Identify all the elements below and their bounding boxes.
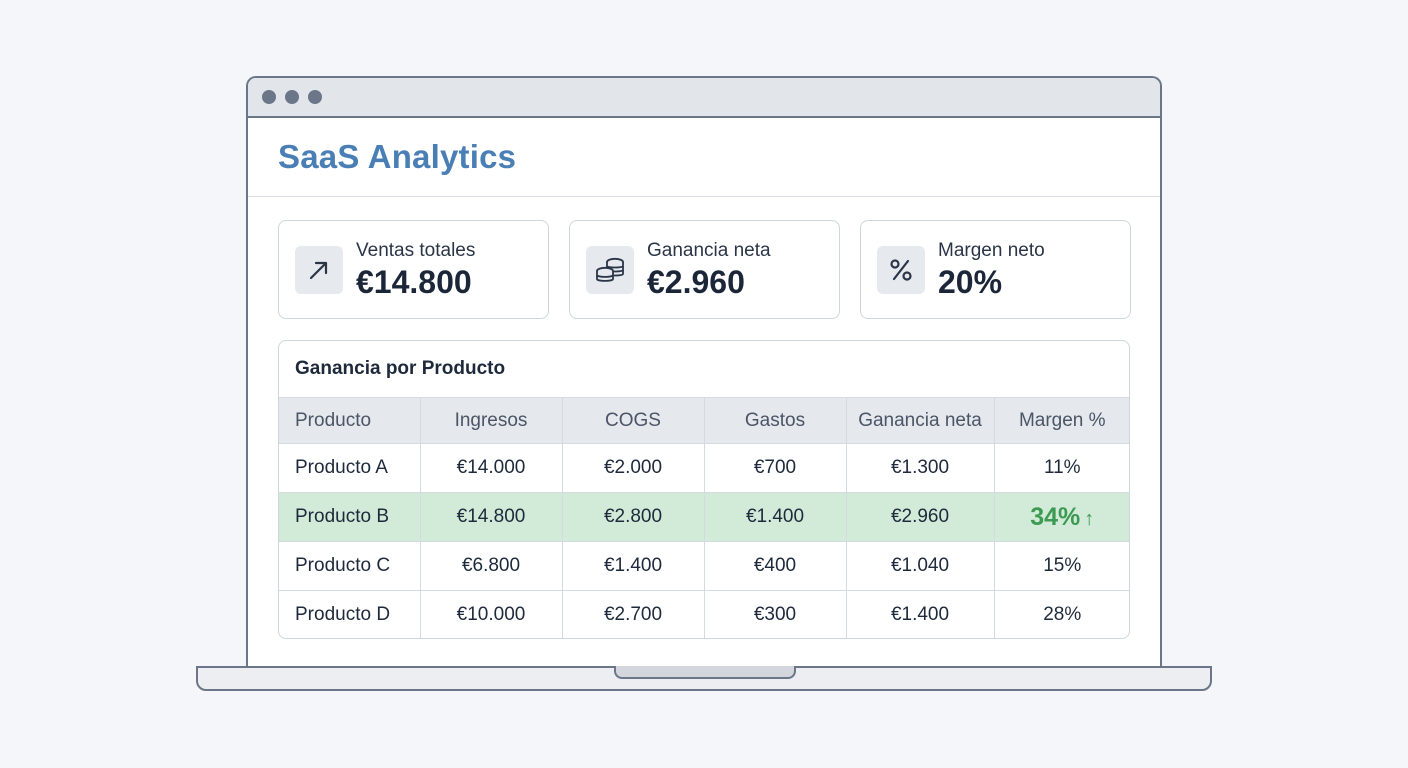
column-header-cogs[interactable]: COGS [562, 397, 705, 444]
cell-ingresos: €6.800 [420, 541, 563, 591]
app-header: SaaS Analytics [248, 118, 1160, 197]
arrow-up-icon: ↑ [1084, 507, 1095, 530]
cell-producto: Producto A [279, 443, 421, 493]
column-header-margen[interactable]: Margen % [994, 397, 1129, 444]
cell-ingresos: €10.000 [420, 590, 563, 638]
cell-gastos: €700 [704, 443, 847, 493]
kpi-label: Ganancia neta [647, 239, 771, 261]
profit-table: Producto Ingresos COGS Gastos Ganancia n… [279, 397, 1129, 638]
percent-icon [877, 245, 925, 294]
laptop-screen: SaaS Analytics Ventas totales €14.800 [246, 76, 1162, 670]
kpi-label: Margen neto [938, 239, 1045, 261]
kpi-card-ventas-totales: Ventas totales €14.800 [278, 220, 549, 319]
cell-ingresos: €14.000 [420, 443, 563, 493]
kpi-card-ganancia-neta: Ganancia neta €2.960 [569, 220, 840, 319]
table-row-highlighted[interactable]: Producto B €14.800 €2.800 €1.400 €2.960 … [279, 492, 1129, 542]
kpi-card-margen-neto: Margen neto 20% [860, 220, 1131, 319]
column-header-gastos[interactable]: Gastos [704, 397, 847, 444]
cell-margen: 15% [994, 541, 1129, 591]
column-header-producto[interactable]: Producto [279, 397, 421, 444]
coins-icon [586, 245, 634, 294]
laptop-base [196, 666, 1212, 691]
cell-ganancia-neta: €2.960 [846, 492, 995, 542]
cell-gastos: €400 [704, 541, 847, 591]
cell-ganancia-neta: €1.040 [846, 541, 995, 591]
cell-ganancia-neta: €1.300 [846, 443, 995, 493]
table-row[interactable]: Producto D €10.000 €2.700 €300 €1.400 28… [279, 590, 1129, 638]
cell-gastos: €300 [704, 590, 847, 638]
window-dot-minimize[interactable] [285, 90, 299, 104]
kpi-cards: Ventas totales €14.800 [278, 220, 1131, 319]
cell-margen: 34% ↑ [994, 492, 1129, 542]
window-titlebar [248, 78, 1160, 118]
cell-cogs: €2.800 [562, 492, 705, 542]
cell-cogs: €1.400 [562, 541, 705, 591]
cell-ingresos: €14.800 [420, 492, 563, 542]
table-row[interactable]: Producto C €6.800 €1.400 €400 €1.040 15% [279, 541, 1129, 591]
cell-margen: 28% [994, 590, 1129, 638]
column-header-ingresos[interactable]: Ingresos [420, 397, 563, 444]
kpi-value: €14.800 [356, 263, 472, 300]
table-row[interactable]: Producto A €14.000 €2.000 €700 €1.300 11… [279, 443, 1129, 493]
app-title: SaaS Analytics [278, 138, 517, 175]
cell-cogs: €2.000 [562, 443, 705, 493]
kpi-value: 20% [938, 263, 1003, 300]
kpi-value: €2.960 [647, 263, 745, 300]
table-title: Ganancia por Producto [295, 358, 506, 379]
kpi-label: Ventas totales [356, 239, 476, 261]
cell-producto: Producto B [279, 492, 421, 542]
trend-up-icon [295, 245, 343, 294]
cell-producto: Producto C [279, 541, 421, 591]
cell-gastos: €1.400 [704, 492, 847, 542]
cell-ganancia-neta: €1.400 [846, 590, 995, 638]
margin-highlight-value: 34% [1030, 502, 1081, 531]
table-header-row: Producto Ingresos COGS Gastos Ganancia n… [279, 397, 1129, 444]
window-dot-close[interactable] [262, 90, 276, 104]
cell-cogs: €2.700 [562, 590, 705, 638]
column-header-ganancia-neta[interactable]: Ganancia neta [846, 397, 995, 444]
laptop-notch [614, 666, 796, 679]
cell-producto: Producto D [279, 590, 421, 638]
window-dot-maximize[interactable] [308, 90, 322, 104]
profit-by-product-panel: Ganancia por Producto Producto Ingresos … [278, 340, 1130, 639]
cell-margen: 11% [994, 443, 1129, 493]
